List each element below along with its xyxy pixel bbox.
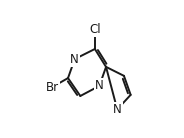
Text: Br: Br bbox=[46, 81, 59, 94]
Text: N: N bbox=[70, 53, 79, 66]
Text: N: N bbox=[113, 103, 122, 116]
Text: N: N bbox=[95, 79, 104, 92]
Text: Cl: Cl bbox=[89, 23, 101, 36]
